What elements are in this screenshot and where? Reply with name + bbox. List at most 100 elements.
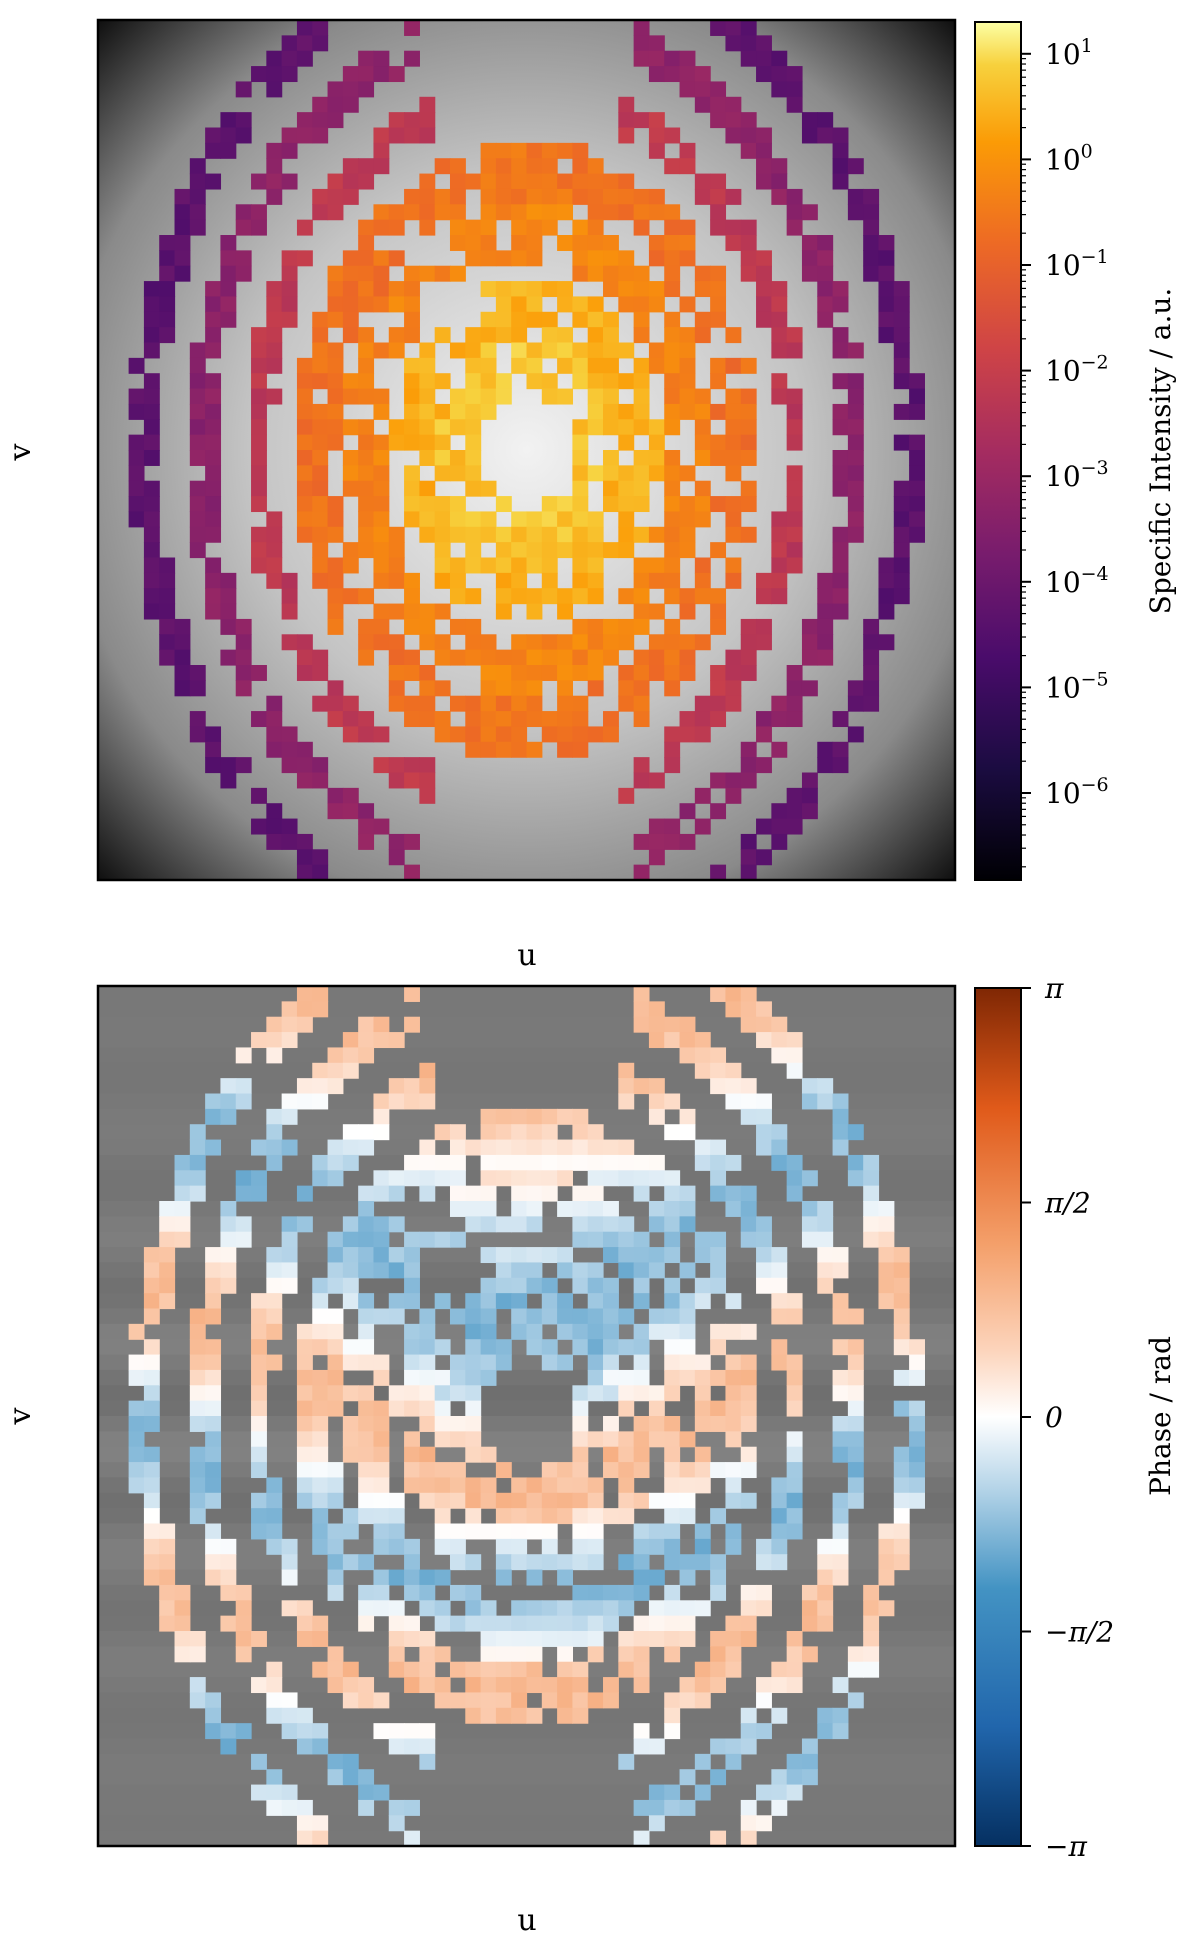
intensity-cell [801, 634, 818, 651]
phase-cell [771, 1124, 788, 1141]
intensity-cell [587, 388, 604, 405]
phase-cell [495, 1262, 512, 1279]
intensity-cell [618, 588, 635, 605]
phase-cell [404, 1293, 420, 1310]
intensity-cell [480, 142, 497, 159]
phase-cell [664, 1584, 681, 1601]
phase-cell [388, 1032, 405, 1049]
intensity-cell [251, 388, 267, 405]
phase-cell [557, 1293, 574, 1310]
intensity-cell [756, 296, 772, 313]
phase-cell [633, 1462, 650, 1479]
intensity-cell [847, 434, 864, 451]
intensity-cell [756, 281, 772, 298]
intensity-cell [465, 219, 482, 236]
intensity-cell [618, 403, 635, 420]
phase-cell [205, 1523, 222, 1540]
intensity-cell [358, 450, 375, 466]
phase-cell [373, 1016, 390, 1033]
intensity-cell [725, 572, 742, 589]
phase-cell [572, 1323, 589, 1340]
intensity-cell [419, 496, 436, 513]
phase-cell [832, 1293, 849, 1310]
intensity-cell [633, 864, 650, 880]
intensity-cell [541, 342, 558, 359]
intensity-cell [771, 557, 788, 574]
intensity-cell [143, 480, 160, 497]
intensity-cell [419, 480, 436, 497]
intensity-cell [633, 35, 650, 52]
phase-cell [694, 1047, 711, 1064]
phase-cell [495, 1339, 512, 1356]
intensity-cell [633, 496, 650, 513]
intensity-cell [572, 235, 589, 251]
phase-cell [526, 1569, 543, 1586]
intensity-cell [679, 542, 696, 559]
intensity-cell [205, 450, 222, 466]
phase-cell [128, 1354, 145, 1371]
phase-cell [710, 1661, 727, 1678]
phase-cell [648, 1631, 665, 1647]
phase-cell [603, 1139, 619, 1156]
phase-cell [832, 1416, 849, 1432]
phase-cell [312, 1277, 329, 1294]
intensity-cell [801, 112, 818, 129]
phase-cell [817, 1216, 834, 1233]
phase-cell [495, 1508, 512, 1525]
intensity-cell [587, 419, 604, 436]
intensity-cell [786, 496, 803, 513]
intensity-cell [434, 434, 451, 451]
intensity-cell [480, 388, 497, 405]
phase-cell [434, 1400, 451, 1417]
phase-cell [327, 1154, 344, 1171]
phase-cell [526, 1277, 543, 1294]
intensity-cell [449, 188, 466, 205]
phase-cell [740, 1185, 757, 1202]
phase-cell [587, 1492, 604, 1509]
intensity-cell [128, 480, 145, 497]
phase-cell [419, 1062, 436, 1079]
phase-cell [694, 1139, 711, 1156]
intensity-cell [832, 327, 849, 344]
phase-cell [756, 1723, 772, 1740]
phase-cell [664, 1354, 681, 1371]
phase-cell [847, 1431, 864, 1448]
phase-cell [832, 1554, 849, 1571]
phase-cell [603, 1231, 619, 1248]
intensity-cell [572, 649, 589, 666]
intensity-cell [786, 787, 803, 804]
intensity-cell [648, 772, 665, 789]
intensity-cell [847, 204, 864, 221]
intensity-cell [266, 342, 283, 359]
intensity-cell [174, 649, 191, 666]
intensity-cell [404, 757, 420, 774]
phase-cell [756, 1016, 772, 1033]
intensity-cell [572, 618, 589, 635]
intensity-cell [189, 188, 206, 205]
intensity-cell [480, 726, 497, 743]
phase-cell [342, 1385, 359, 1402]
phase-cell [296, 1477, 313, 1494]
phase-cell [143, 1538, 160, 1555]
intensity-cell [434, 327, 451, 344]
phase-cell [679, 1554, 696, 1571]
phase-cell [373, 1431, 390, 1448]
intensity-cell [633, 281, 650, 298]
intensity-cell [205, 572, 222, 589]
phase-cell [312, 1001, 329, 1018]
phase-cell [740, 1492, 757, 1509]
phase-cell [342, 1661, 359, 1678]
phase-cell [633, 1523, 650, 1540]
phase-cell [694, 1661, 711, 1678]
intensity-cell [251, 204, 267, 221]
intensity-cell [296, 419, 313, 436]
intensity-cell [296, 741, 313, 758]
phase-cell [603, 1431, 619, 1448]
intensity-cell [587, 357, 604, 374]
phase-cell [511, 1124, 528, 1141]
phase-cell [205, 1247, 222, 1264]
intensity-cell [220, 649, 237, 666]
phase-cell [511, 1154, 528, 1171]
phase-cell [327, 1323, 344, 1340]
phase-cell [143, 1569, 160, 1586]
